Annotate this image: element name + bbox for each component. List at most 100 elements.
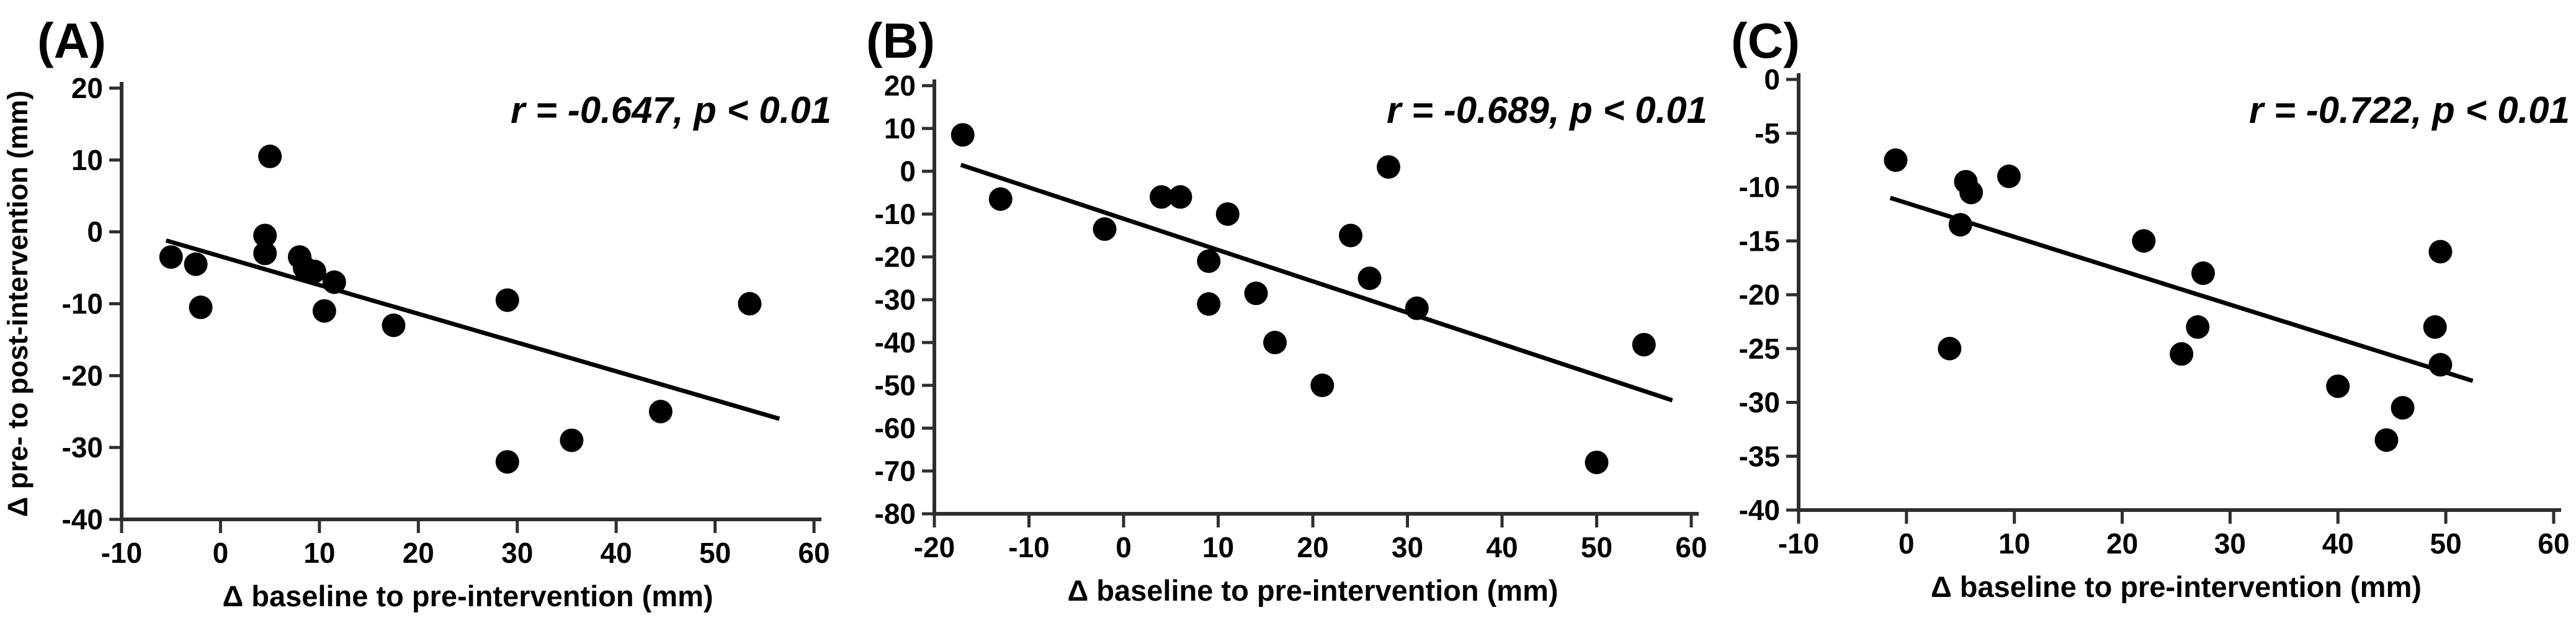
data-point: [495, 450, 519, 474]
y-tick-label: 10: [884, 112, 916, 145]
x-axis-title: Δ baseline to pre-intervention (mm): [1067, 574, 1558, 607]
y-tick-label: 20: [71, 72, 103, 104]
data-point: [1197, 249, 1221, 273]
data-point: [2170, 342, 2194, 366]
panel-c-chart: 0-5-10-15-20-25-30-35-40-10 0 10 20 30 40 50 60…: [1739, 63, 2570, 603]
y-tick-label: -10: [875, 198, 916, 230]
data-point: [312, 299, 336, 323]
y-tick-label: -30: [875, 284, 916, 316]
data-point: [1632, 333, 1656, 357]
panel-label: (B): [866, 13, 936, 68]
y-tick-label: -70: [875, 455, 916, 487]
data-point: [648, 400, 673, 424]
x-axis-title: Δ baseline to pre-intervention (mm): [1931, 570, 2422, 603]
y-tick-label: -20: [1739, 279, 1780, 311]
data-point: [1938, 336, 1962, 361]
x-tick-label: 10: [1202, 531, 1234, 563]
panel-c: 0 -5 -10 -15 -20 -25 -30 -35 -40 -10 0 10 20 30 40 50 60…: [1717, 0, 2576, 623]
x-tick-label: 50: [2430, 527, 2462, 560]
data-point: [184, 252, 208, 276]
data-point: [1339, 223, 1362, 248]
x-tick-label: 30: [501, 537, 533, 569]
data-point: [2326, 374, 2350, 398]
data-point: [322, 270, 346, 294]
y-tick-label: -20: [875, 241, 916, 273]
correlation-annotation: r = -0.722, p < 0.01: [2248, 89, 2570, 131]
x-tick-label: 20: [403, 537, 434, 569]
x-tick-label: 0: [1898, 527, 1915, 560]
y-tick-label: 0: [87, 216, 103, 248]
y-tick-label: -10: [1739, 171, 1780, 204]
trend-line: [165, 238, 780, 421]
trend-line: [960, 163, 1673, 403]
data-point: [1263, 331, 1287, 354]
data-point: [2423, 315, 2447, 339]
y-tick-label: -35: [1739, 440, 1780, 472]
data-point: [253, 241, 277, 266]
data-point: [1093, 217, 1117, 241]
data-point: [189, 295, 213, 320]
x-tick-label: 30: [2214, 527, 2246, 560]
data-point: [1884, 148, 1908, 173]
y-tick-label: -30: [62, 431, 103, 464]
x-tick-label: 40: [2322, 527, 2354, 560]
data-point: [159, 245, 183, 269]
x-tick-label: -10: [101, 537, 142, 569]
x-tick-label: 40: [1486, 531, 1518, 563]
panel-label: (A): [37, 13, 107, 68]
x-tick-label: 10: [303, 537, 335, 569]
x-tick-label: 0: [1116, 531, 1132, 563]
data-point: [1168, 185, 1192, 209]
data-point: [2186, 315, 2210, 339]
y-tick-label: -40: [875, 326, 916, 359]
x-tick-label: 20: [1297, 531, 1328, 563]
data-point: [495, 288, 519, 312]
data-point: [1948, 213, 1972, 237]
data-point: [1959, 181, 1983, 205]
y-tick-label: 0: [900, 155, 916, 187]
panel-label: (C): [1731, 13, 1800, 68]
correlation-annotation: r = -0.647, p < 0.01: [510, 89, 831, 131]
x-tick-label: 10: [1998, 527, 2030, 560]
data-point: [1377, 155, 1400, 179]
data-point: [2390, 396, 2415, 420]
x-tick-label: 60: [1675, 531, 1707, 563]
data-point: [1244, 281, 1268, 305]
x-tick-label: 50: [1581, 531, 1612, 563]
data-point: [1197, 292, 1221, 316]
x-tick-label: 50: [699, 537, 731, 569]
y-tick-label: -80: [875, 498, 916, 530]
x-axis-title: Δ baseline to pre-intervention (mm): [222, 580, 713, 612]
correlation-annotation: r = -0.689, p < 0.01: [1386, 89, 1707, 131]
y-tick-label: 20: [884, 69, 916, 102]
data-point: [2374, 428, 2399, 452]
x-tick-label: -20: [914, 531, 955, 563]
x-tick-label: -10: [1008, 531, 1049, 563]
y-tick-label: -40: [62, 503, 103, 536]
data-point: [302, 259, 326, 284]
y-tick-label: -40: [1739, 494, 1780, 526]
x-tick-label: 40: [601, 537, 632, 569]
y-tick-label: -5: [1755, 117, 1780, 150]
data-point: [988, 187, 1013, 211]
x-tick-label: 0: [213, 537, 229, 569]
trend-line: [1889, 195, 2474, 383]
panel-b: 20 10 0 -10 -20 -30 -40 -50 -60 -70 -80 -20 -10 0 10 20…: [859, 0, 1717, 623]
x-tick-label: -10: [1778, 527, 1819, 560]
y-tick-label: -30: [1739, 387, 1780, 419]
y-axis-title: Δ pre- to post-intervention (mm): [2, 91, 34, 517]
y-tick-label: 0: [1764, 63, 1780, 96]
data-point: [2428, 240, 2453, 264]
data-point: [1215, 202, 1240, 226]
data-point: [258, 145, 282, 169]
panel-a: 20 10 0 -10 -20 -30 -40 -10 0 10 20 30 40 50 60 Δ basel…: [0, 0, 859, 623]
x-tick-label: 30: [1392, 531, 1423, 563]
data-point: [1585, 450, 1609, 475]
y-tick-label: 10: [71, 144, 103, 176]
data-point: [1310, 374, 1335, 397]
data-point: [1405, 296, 1429, 320]
data-point: [253, 223, 277, 248]
y-tick-label: -25: [1739, 333, 1780, 365]
